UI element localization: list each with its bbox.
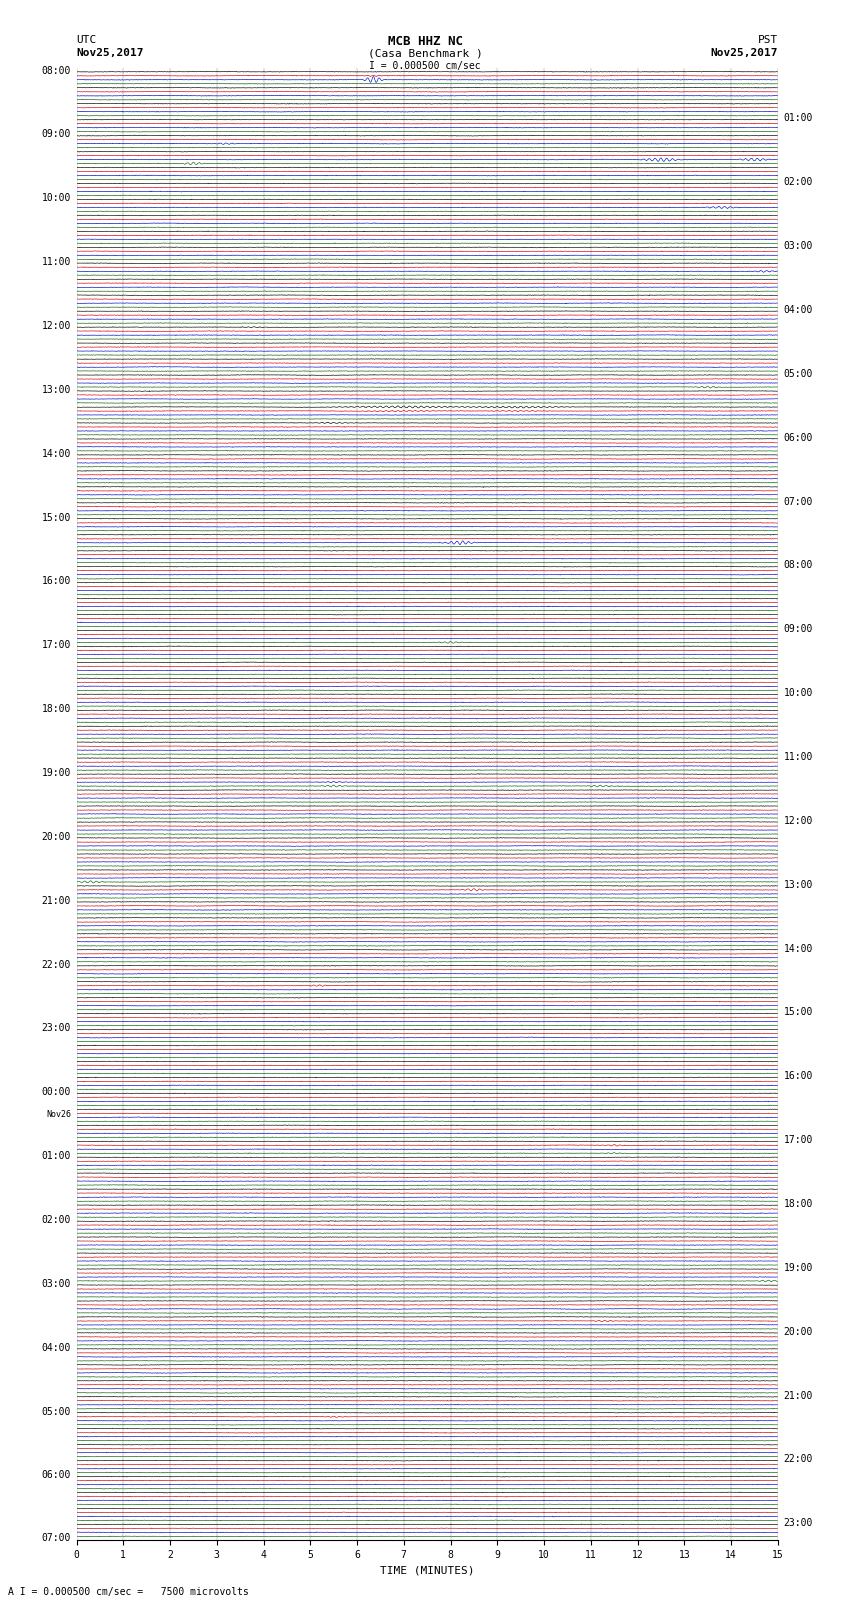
Text: 11:00: 11:00: [784, 752, 813, 761]
Text: 09:00: 09:00: [784, 624, 813, 634]
X-axis label: TIME (MINUTES): TIME (MINUTES): [380, 1566, 474, 1576]
Text: 21:00: 21:00: [784, 1390, 813, 1400]
Text: 21:00: 21:00: [42, 895, 71, 905]
Text: 14:00: 14:00: [784, 944, 813, 953]
Text: 03:00: 03:00: [42, 1279, 71, 1289]
Text: 09:00: 09:00: [42, 129, 71, 139]
Text: (Casa Benchmark ): (Casa Benchmark ): [367, 48, 483, 58]
Text: I = 0.000500 cm/sec: I = 0.000500 cm/sec: [369, 61, 481, 71]
Text: 10:00: 10:00: [784, 689, 813, 698]
Text: 01:00: 01:00: [42, 1152, 71, 1161]
Text: 04:00: 04:00: [784, 305, 813, 315]
Text: 10:00: 10:00: [42, 194, 71, 203]
Text: 20:00: 20:00: [42, 832, 71, 842]
Text: MCB HHZ NC: MCB HHZ NC: [388, 35, 462, 48]
Text: 13:00: 13:00: [42, 386, 71, 395]
Text: UTC: UTC: [76, 35, 97, 45]
Text: 16:00: 16:00: [42, 576, 71, 587]
Text: 05:00: 05:00: [784, 369, 813, 379]
Text: 22:00: 22:00: [42, 960, 71, 969]
Text: 07:00: 07:00: [42, 1534, 71, 1544]
Text: 06:00: 06:00: [42, 1471, 71, 1481]
Text: 04:00: 04:00: [42, 1342, 71, 1353]
Text: 13:00: 13:00: [784, 879, 813, 890]
Text: 18:00: 18:00: [784, 1198, 813, 1210]
Text: 23:00: 23:00: [42, 1023, 71, 1034]
Text: 03:00: 03:00: [784, 240, 813, 252]
Text: 18:00: 18:00: [42, 705, 71, 715]
Text: 14:00: 14:00: [42, 448, 71, 458]
Text: 02:00: 02:00: [42, 1215, 71, 1224]
Text: 06:00: 06:00: [784, 432, 813, 442]
Text: Nov25,2017: Nov25,2017: [76, 48, 144, 58]
Text: 07:00: 07:00: [784, 497, 813, 506]
Text: 17:00: 17:00: [42, 640, 71, 650]
Text: 19:00: 19:00: [42, 768, 71, 777]
Text: 11:00: 11:00: [42, 256, 71, 268]
Text: 20:00: 20:00: [784, 1326, 813, 1337]
Text: 16:00: 16:00: [784, 1071, 813, 1081]
Text: A I = 0.000500 cm/sec =   7500 microvolts: A I = 0.000500 cm/sec = 7500 microvolts: [8, 1587, 249, 1597]
Text: 12:00: 12:00: [42, 321, 71, 331]
Text: 05:00: 05:00: [42, 1407, 71, 1416]
Text: Nov26: Nov26: [46, 1110, 71, 1119]
Text: 23:00: 23:00: [784, 1518, 813, 1528]
Text: 15:00: 15:00: [784, 1008, 813, 1018]
Text: 12:00: 12:00: [784, 816, 813, 826]
Text: 02:00: 02:00: [784, 177, 813, 187]
Text: PST: PST: [757, 35, 778, 45]
Text: 22:00: 22:00: [784, 1455, 813, 1465]
Text: Nov25,2017: Nov25,2017: [711, 48, 778, 58]
Text: 19:00: 19:00: [784, 1263, 813, 1273]
Text: 15:00: 15:00: [42, 513, 71, 523]
Text: 00:00: 00:00: [42, 1087, 71, 1097]
Text: 08:00: 08:00: [42, 66, 71, 76]
Text: 08:00: 08:00: [784, 560, 813, 571]
Text: 01:00: 01:00: [784, 113, 813, 124]
Text: 17:00: 17:00: [784, 1136, 813, 1145]
